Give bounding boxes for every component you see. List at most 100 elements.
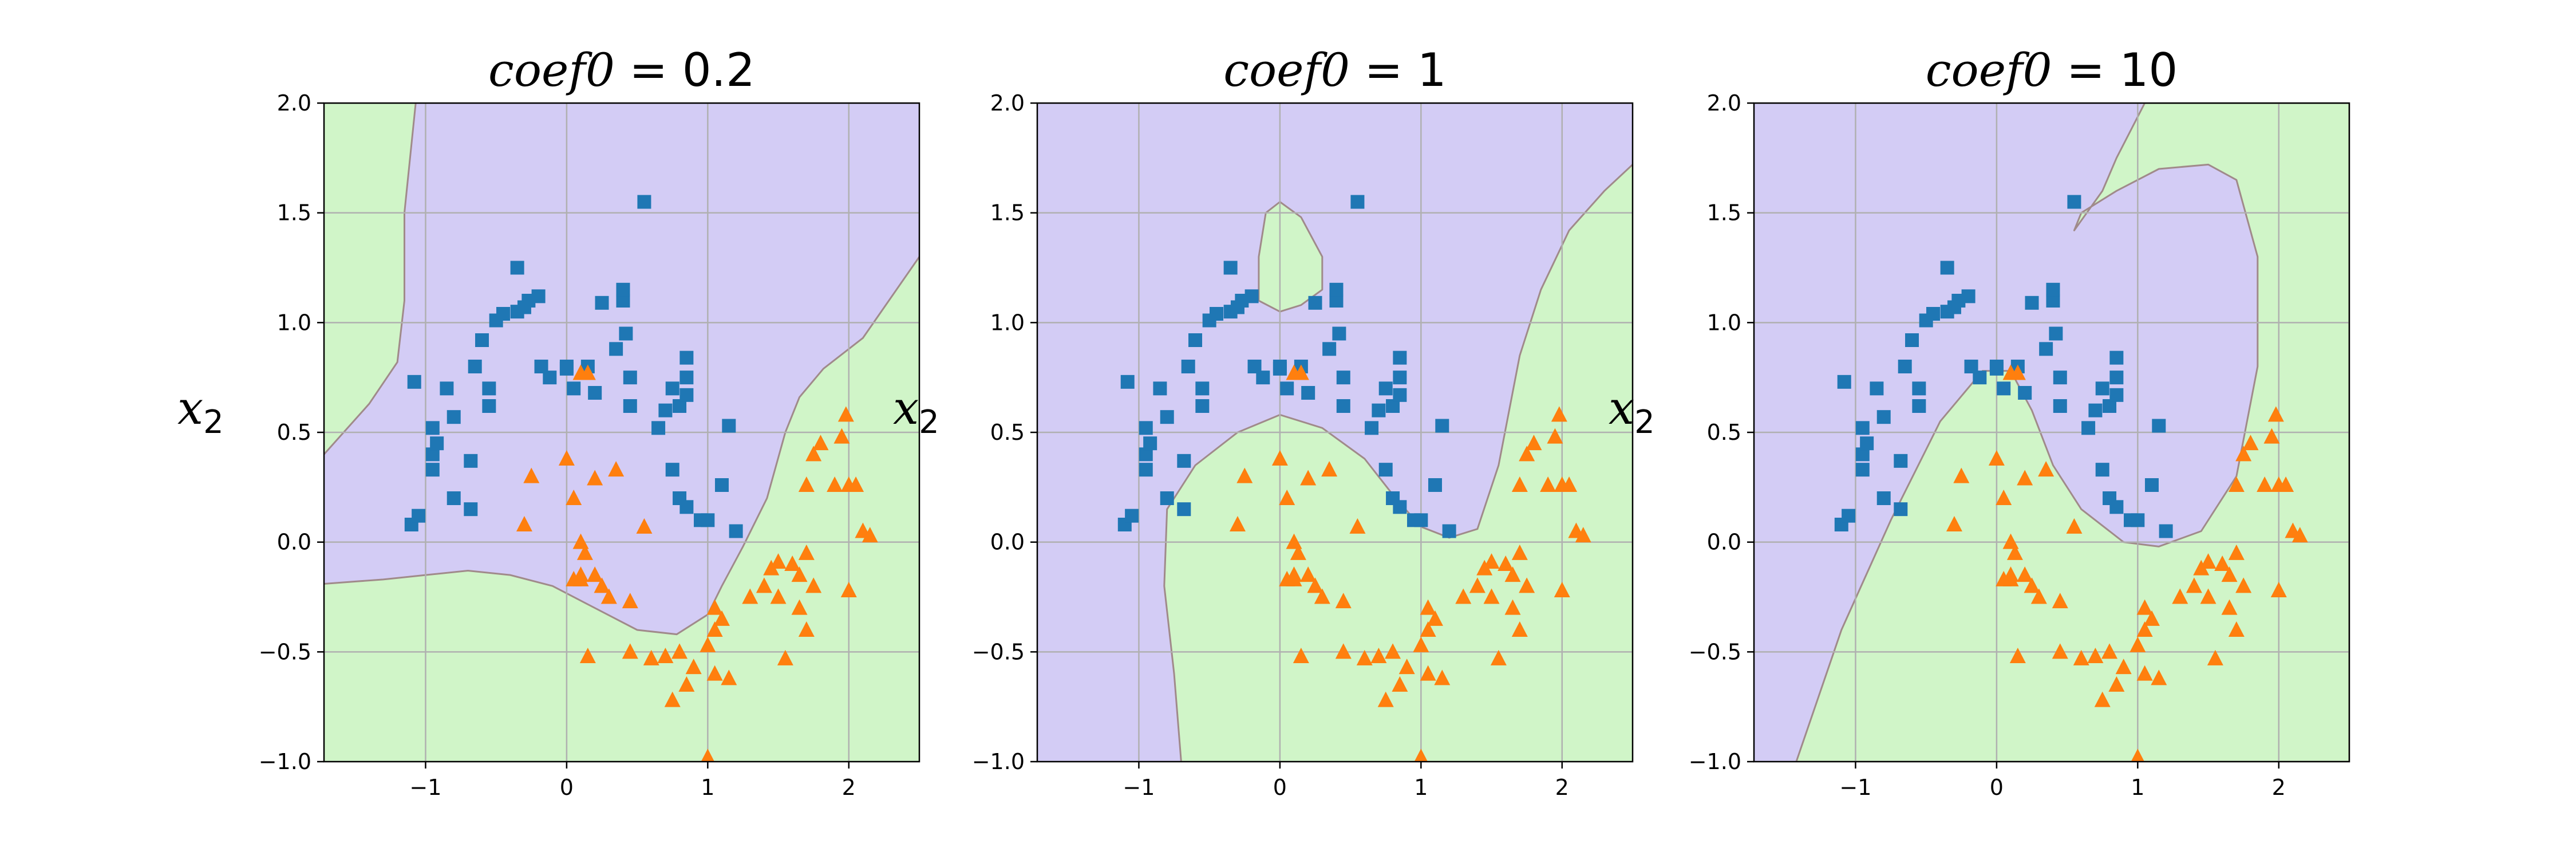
data-point-triangle [1335, 643, 1352, 659]
x-tick-label: −1 [409, 775, 441, 800]
data-point-square [1898, 360, 1912, 373]
data-point-square [1973, 371, 1987, 385]
data-point-triangle [840, 582, 857, 597]
x-tick-label: 1 [701, 775, 714, 800]
data-point-triangle [2235, 577, 2252, 593]
data-point-square [1153, 381, 1167, 396]
data-point-triangle [701, 748, 715, 762]
data-point-triangle [2006, 544, 2023, 560]
data-point-triangle [770, 553, 787, 569]
x-tick-label: 0 [1990, 775, 2004, 800]
data-point-square [464, 502, 478, 517]
data-point-square [651, 421, 666, 435]
data-point-square [510, 261, 524, 275]
data-point-square [623, 399, 637, 413]
data-point-triangle [1561, 476, 1578, 492]
data-point-square [1860, 436, 1874, 451]
data-point-square [1244, 289, 1259, 304]
data-point-triangle [2221, 566, 2238, 582]
x-tick-label: 1 [1414, 775, 1428, 800]
data-point-square [440, 381, 454, 396]
data-point-triangle [2207, 649, 2223, 665]
data-point-square [1336, 399, 1350, 413]
data-point-triangle [2263, 428, 2280, 444]
data-point-triangle [636, 518, 653, 534]
data-point-square [1912, 399, 1926, 413]
data-point-triangle [657, 648, 674, 663]
data-point-triangle [1988, 450, 2005, 466]
data-point-triangle [558, 450, 575, 466]
data-point-square [619, 326, 633, 341]
data-point-triangle [622, 593, 638, 609]
data-point-triangle [622, 643, 638, 659]
region-green-island [1258, 201, 1323, 313]
data-point-triangle [848, 476, 864, 492]
data-point-triangle [664, 691, 681, 707]
data-point-triangle [1498, 555, 1514, 571]
data-point-triangle [2009, 648, 2026, 663]
y-tick-label: −0.5 [259, 639, 311, 664]
data-point-square [447, 491, 461, 505]
data-point-square [1329, 282, 1344, 297]
x-tick-label: 2 [842, 775, 856, 800]
data-point-triangle [2228, 476, 2245, 492]
data-point-triangle [1547, 428, 1563, 444]
data-point-square [1378, 381, 1393, 396]
subplot-coef0-0.2: −1 0 1 2 −1.0 −0.5 0.0 0.5 1.0 1.5 2.0 coef0 = 0.2 x… [177, 44, 920, 800]
data-point-square [616, 282, 630, 297]
data-point-square [2046, 282, 2060, 297]
data-point-square [1393, 350, 1407, 365]
data-point-square [2018, 386, 2032, 400]
x-tick-label: 1 [2131, 775, 2144, 800]
data-point-triangle [579, 648, 596, 663]
data-point-triangle [833, 428, 850, 444]
data-point-triangle [2267, 406, 2284, 422]
data-point-triangle [2136, 621, 2153, 637]
data-point-square [1125, 509, 1139, 523]
data-point-triangle [576, 544, 593, 560]
data-point-triangle [706, 665, 723, 681]
data-point-triangle [1349, 518, 1366, 534]
data-point-square [1177, 454, 1191, 468]
data-point-square [1905, 333, 1919, 347]
y-tick-label: −0.5 [972, 639, 1025, 664]
data-point-triangle [579, 364, 596, 380]
data-point-triangle [2052, 643, 2068, 659]
data-point-square [1322, 342, 1337, 356]
data-point-triangle [798, 476, 815, 492]
data-point-triangle [2151, 669, 2167, 685]
data-point-square [1139, 463, 1153, 477]
data-point-triangle [2038, 461, 2055, 477]
decision-boundary [324, 103, 417, 455]
data-point-square [1160, 491, 1174, 505]
data-point-triangle [1946, 516, 1962, 531]
data-point-square [475, 333, 489, 347]
data-point-square [658, 403, 673, 417]
data-point-triangle [756, 577, 772, 593]
data-point-triangle [2115, 659, 2132, 675]
y-tick-label: 1.5 [990, 200, 1025, 226]
data-point-triangle [572, 570, 589, 586]
data-point-square [1160, 410, 1174, 424]
data-point-square [1414, 513, 1428, 527]
data-point-square [1435, 419, 1449, 433]
data-point-square [567, 381, 581, 396]
data-point-triangle [1377, 691, 1394, 707]
data-point-triangle [1575, 527, 1591, 543]
data-point-square [1393, 500, 1407, 514]
data-point-triangle [1279, 490, 1295, 505]
data-point-triangle [1996, 490, 2012, 505]
x-tick-label: 0 [560, 775, 574, 800]
y-tick-label: 0.5 [1707, 420, 1741, 445]
data-point-square [1926, 307, 1940, 321]
data-point-square [1989, 360, 2004, 373]
data-point-triangle [523, 467, 540, 483]
y-tick-label: −1.0 [259, 749, 311, 774]
data-point-triangle [1293, 364, 1309, 380]
data-point-triangle [777, 649, 793, 665]
data-point-triangle [1504, 599, 1521, 615]
chart-title: coef0 = 10 [1926, 44, 2178, 97]
data-point-square [679, 350, 694, 365]
data-point-triangle [608, 461, 625, 477]
data-point-triangle [2242, 435, 2259, 451]
